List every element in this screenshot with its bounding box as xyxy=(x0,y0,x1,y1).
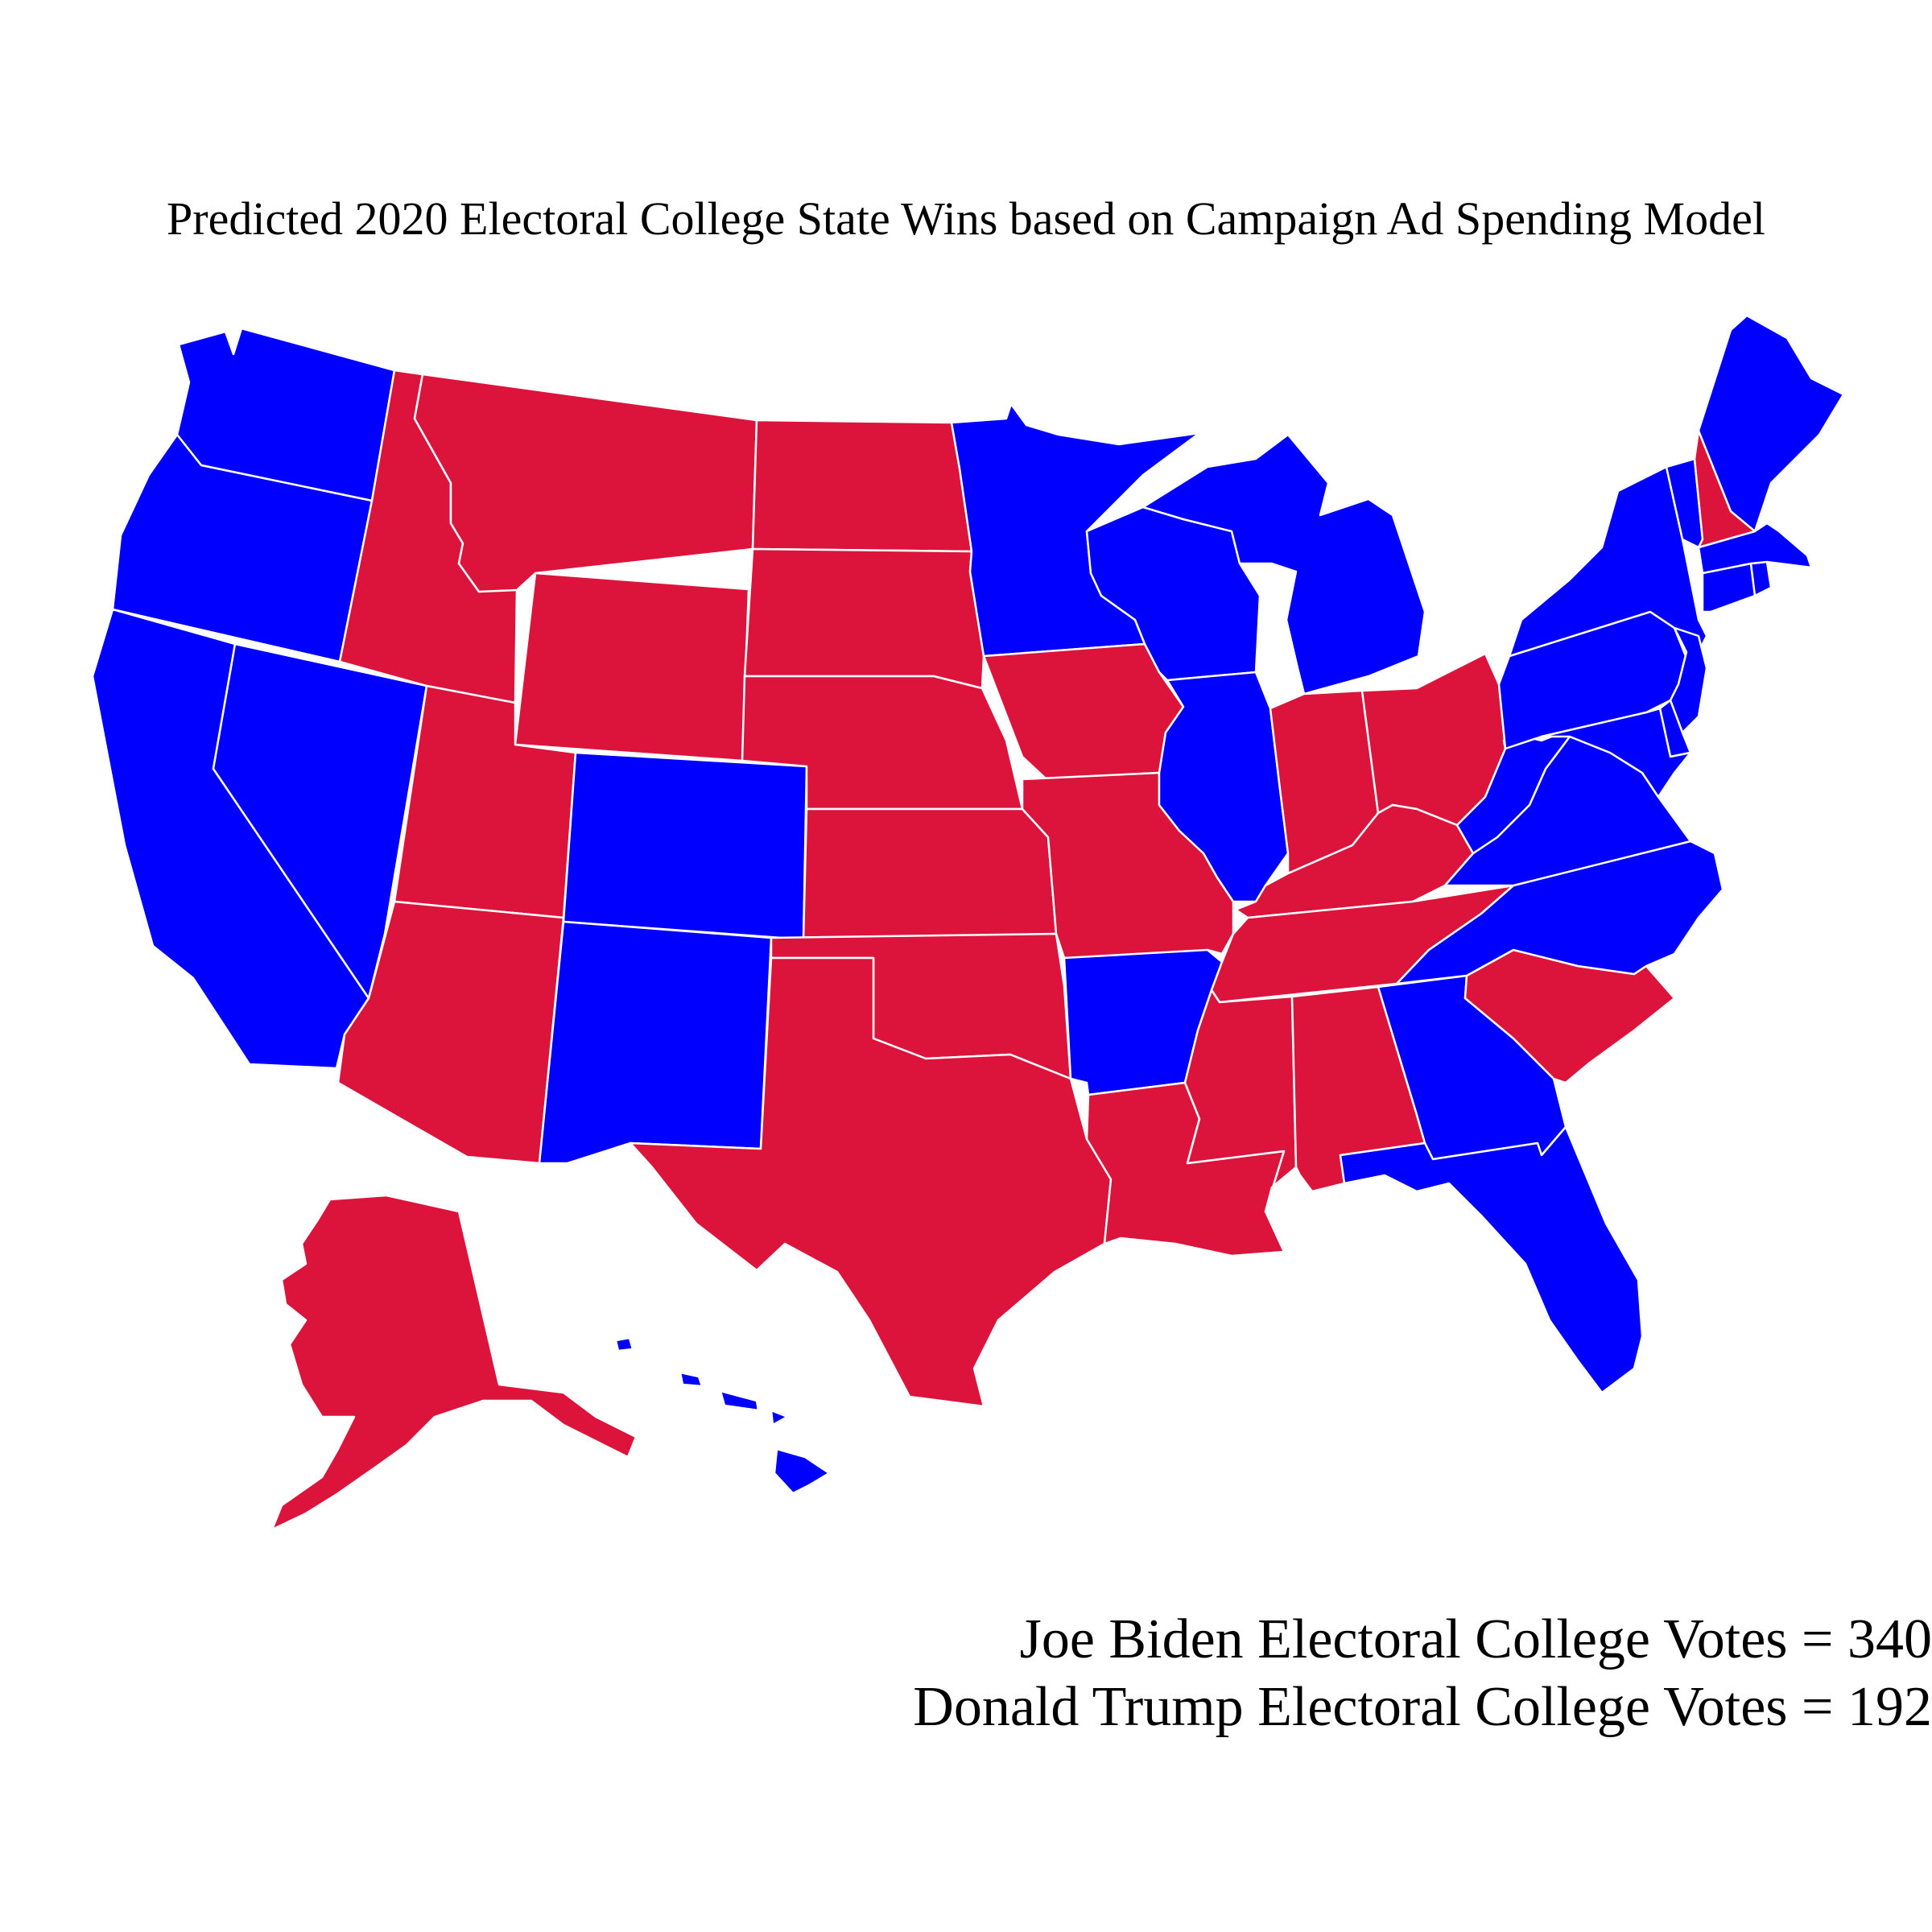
biden-votes-label: Joe Biden Electoral College Votes = 340 xyxy=(1019,1608,1932,1670)
state-IA[interactable] xyxy=(982,642,1185,781)
state-MD[interactable] xyxy=(1540,707,1692,799)
state-NM[interactable] xyxy=(538,920,773,1165)
state-ND[interactable] xyxy=(751,419,973,553)
state-TX[interactable] xyxy=(629,956,1113,1408)
state-MA[interactable] xyxy=(1697,522,1813,575)
state-OR[interactable] xyxy=(111,433,374,663)
trump-votes-label: Donald Trump Electoral College Votes = 1… xyxy=(913,1676,1932,1738)
state-SD[interactable] xyxy=(743,547,985,690)
state-ME[interactable] xyxy=(1697,314,1845,533)
state-HI[interactable] xyxy=(614,1336,831,1495)
state-FL[interactable] xyxy=(1339,1125,1644,1394)
state-KS[interactable] xyxy=(802,807,1058,941)
state-WY[interactable] xyxy=(514,572,750,762)
electoral-vote-totals: Joe Biden Electoral College Votes = 340 … xyxy=(805,1606,1932,1741)
state-MT[interactable] xyxy=(413,373,758,593)
state-CO[interactable] xyxy=(562,751,808,941)
map-title: Predicted 2020 Electoral College State W… xyxy=(167,192,1765,245)
state-AK[interactable] xyxy=(270,1194,638,1531)
state-MI[interactable] xyxy=(1141,433,1426,696)
state-RI[interactable] xyxy=(1749,560,1773,597)
